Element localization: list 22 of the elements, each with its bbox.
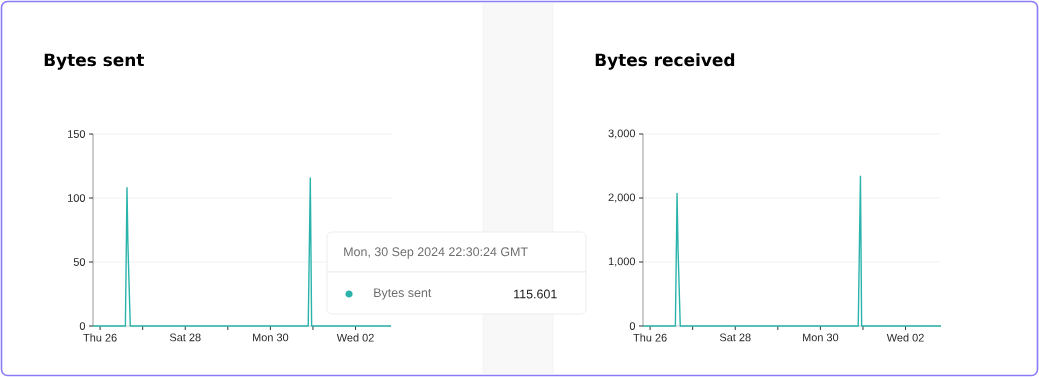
x-tick-label: Wed 02 xyxy=(336,333,374,342)
y-tick-label: 0 xyxy=(629,322,636,330)
y-tick-label: 3,000 xyxy=(608,129,636,139)
x-tick-label: Sat 28 xyxy=(169,333,201,342)
y-tick-label: 50 xyxy=(73,258,86,266)
x-tick-label: Wed 02 xyxy=(886,333,924,342)
x-tick-label: Mon 30 xyxy=(253,333,289,342)
x-tick-label: Sat 28 xyxy=(719,333,751,342)
y-tick-label: 1,000 xyxy=(608,257,636,267)
x-tick-label: Mon 30 xyxy=(803,333,839,342)
y-tick-label: 150 xyxy=(68,130,86,138)
x-tick-label: Thu 26 xyxy=(83,333,117,342)
y-tick-label: 100 xyxy=(68,194,86,202)
annotation: Mon, 30 Sep 2024 22:30:24 GMT xyxy=(344,247,528,259)
y-tick-label: 0 xyxy=(79,322,86,330)
annotation: Bytes sent xyxy=(374,288,432,300)
text: 115.601 xyxy=(514,289,557,299)
y-tick-label: 2,000 xyxy=(608,193,636,203)
chart-title: Bytes received xyxy=(595,53,735,70)
line-series xyxy=(642,175,942,327)
x-tick-label: Thu 26 xyxy=(633,333,667,342)
chart-title: Bytes sent xyxy=(44,53,145,70)
